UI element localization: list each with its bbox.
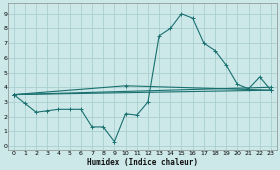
X-axis label: Humidex (Indice chaleur): Humidex (Indice chaleur) (87, 158, 198, 167)
